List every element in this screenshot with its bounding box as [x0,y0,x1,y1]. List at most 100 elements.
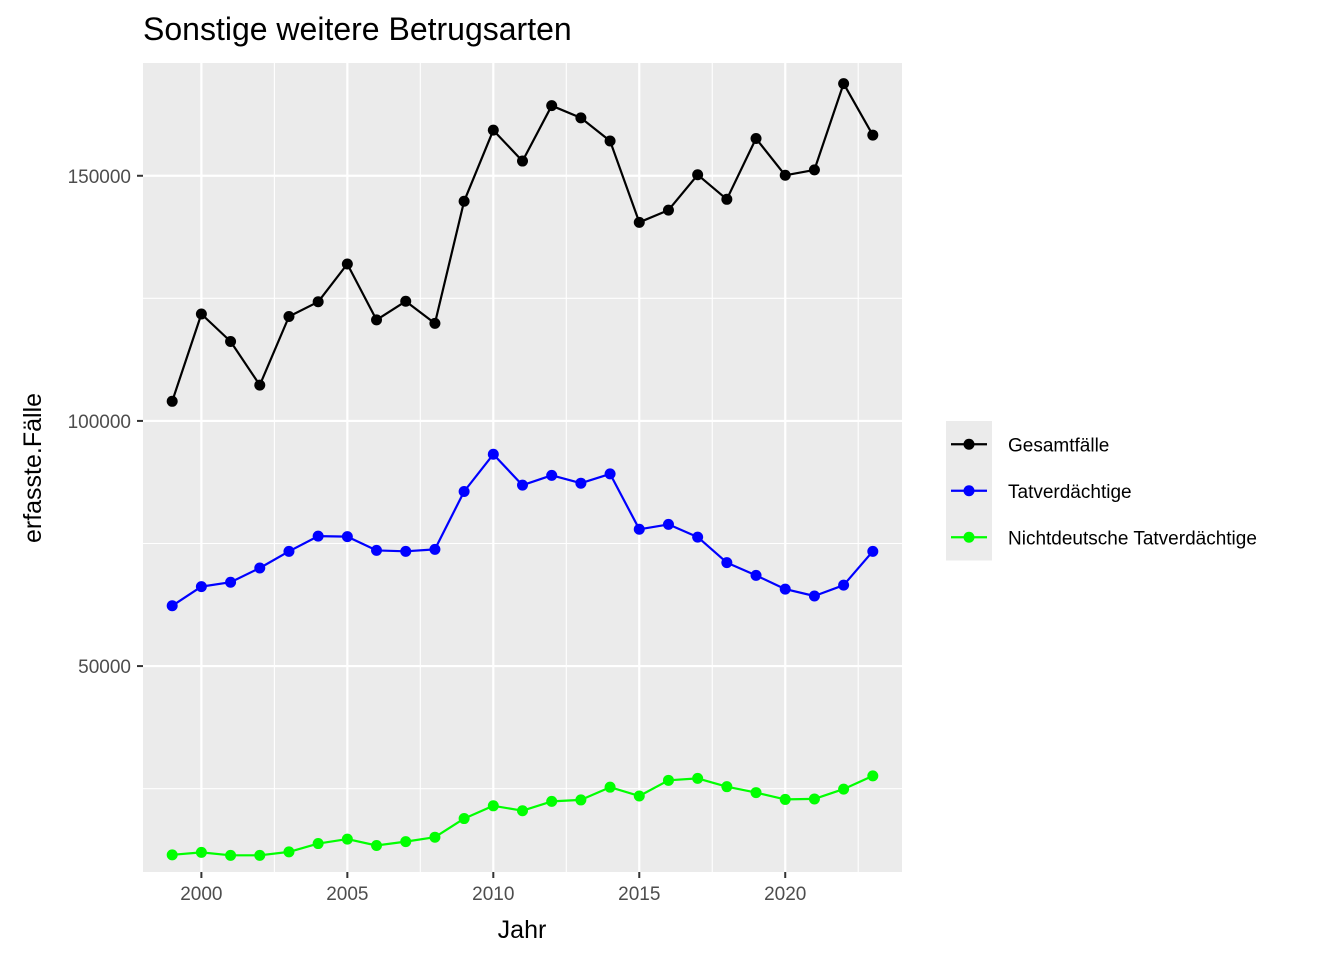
data-point [779,793,791,805]
data-point [400,545,412,557]
data-point [166,849,178,861]
legend-item: Nichtdeutsche Tatverdächtige [951,528,1257,549]
data-point [371,840,383,852]
data-point [692,169,704,181]
data-point [517,155,528,167]
data-point [283,545,295,557]
grid-minor [143,63,902,872]
data-point [487,448,499,460]
data-point [604,781,616,793]
data-point [225,576,237,588]
data-point [750,133,762,145]
data-point [400,836,412,848]
legend-label: Tatverdächtige [1008,482,1132,503]
series-0 [166,78,879,407]
data-point [721,781,733,793]
data-point [283,846,295,858]
data-point [312,296,324,308]
legend-item: Gesamtfälle [951,435,1109,456]
data-point [721,193,733,205]
data-point [312,530,324,542]
data-point [633,523,645,535]
data-point [662,774,674,786]
data-point [692,531,704,543]
data-point [546,469,558,481]
data-point [575,794,587,806]
data-point [838,78,850,90]
data-point [371,314,383,326]
data-point [692,772,704,784]
data-point [546,795,558,807]
series-2 [166,770,879,861]
data-point [429,543,441,555]
grid-major [143,63,902,872]
data-point [254,379,266,391]
legend-marker [963,485,975,497]
data-point [604,135,616,147]
data-point [867,770,879,782]
data-point [458,813,470,825]
legend: Gesamtfälle Tatverdächtige Nichtdeutsche T… [946,421,1257,561]
data-point [808,590,820,602]
data-point [429,317,441,329]
y-tick-label: 50000 [78,657,131,678]
data-point [195,581,207,593]
data-point [341,531,353,543]
data-point [166,395,178,407]
data-point [166,600,178,612]
data-point [662,518,674,530]
data-point [254,562,266,574]
chart-title: Sonstige weitere Betrugsarten [143,11,572,47]
data-point [517,805,528,817]
data-point [575,112,587,124]
data-point [633,790,645,802]
data-point [633,216,645,228]
data-point [867,129,879,141]
data-point [254,849,266,861]
data-point [517,479,528,491]
data-point [312,838,324,850]
series-1 [166,448,879,612]
data-point [750,787,762,799]
data-point [487,124,499,136]
x-axis-title: Jahr [498,916,547,944]
x-tick-label: 2000 [180,884,222,905]
data-point [458,486,470,498]
legend-label: Nichtdeutsche Tatverdächtige [1008,528,1257,549]
data-point [341,258,353,270]
data-point [429,831,441,843]
data-point [779,583,791,595]
data-point [195,308,207,320]
data-point [838,783,850,795]
data-point [575,477,587,489]
data-point [604,468,616,480]
data-point [779,169,791,181]
y-axis: 50000 100000 150000 [68,167,143,678]
legend-label: Gesamtfälle [1008,435,1109,456]
x-axis: 2000 2005 2010 2015 2020 [180,872,806,905]
data-point [721,557,733,569]
x-tick-label: 2005 [326,884,368,905]
data-point [371,544,383,556]
y-tick-label: 150000 [68,167,131,188]
data-point [341,833,353,845]
data-point [838,579,850,591]
data-point [400,295,412,307]
x-tick-label: 2015 [618,884,660,905]
y-tick-label: 100000 [68,412,131,433]
legend-item: Tatverdächtige [951,482,1132,503]
plot-panel [143,63,902,872]
data-point [458,195,470,207]
data-point [808,164,820,176]
data-point [225,335,237,347]
data-point [750,569,762,581]
data-point [487,800,499,812]
data-point [808,793,820,805]
data-point [283,310,295,322]
data-point [546,100,558,112]
legend-marker [963,438,975,450]
data-point [662,204,674,216]
x-tick-label: 2020 [764,884,806,905]
x-tick-label: 2010 [472,884,514,905]
